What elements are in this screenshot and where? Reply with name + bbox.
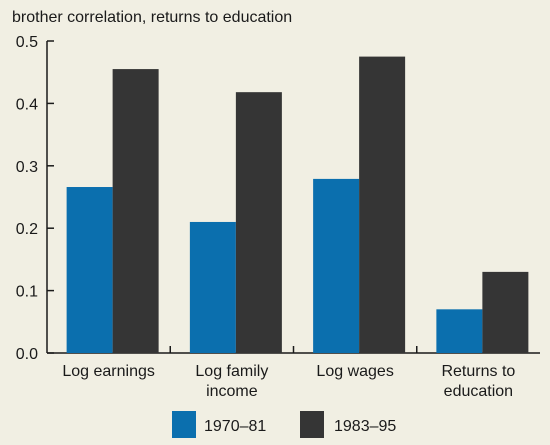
legend-swatch xyxy=(300,411,324,438)
axes: 0.0 0.1 0.2 0.3 0.4 0.5 xyxy=(16,34,540,363)
y-tick-label: 0.3 xyxy=(16,159,38,176)
y-tick-label: 0.1 xyxy=(16,284,38,301)
category-labels: Log earnings Log family income Log wages Ret… xyxy=(62,363,515,400)
bar-series-1-cat-1 xyxy=(66,187,113,353)
y-tick-label: 0.4 xyxy=(16,96,38,113)
x-category-label: Returns to xyxy=(441,363,515,380)
legend-swatch xyxy=(172,411,196,438)
x-category-label: Log earnings xyxy=(62,363,155,380)
y-tick-label: 0.2 xyxy=(16,221,38,238)
x-category-label: income xyxy=(206,383,258,400)
x-category-label: Log wages xyxy=(316,363,393,380)
legend: 1970–81 1983–95 xyxy=(172,411,396,438)
bar-series-1-cat-4 xyxy=(436,309,483,353)
bar-series-2-cat-4 xyxy=(482,271,529,353)
chart-title: brother correlation, returns to educatio… xyxy=(12,9,292,26)
x-category-label: education xyxy=(444,383,513,400)
bar-series-2-cat-3 xyxy=(359,56,406,353)
bar-series-1-cat-2 xyxy=(189,221,236,353)
bars xyxy=(66,56,529,353)
legend-label: 1970–81 xyxy=(204,418,266,435)
x-category-label: Log family xyxy=(195,363,268,380)
y-tick-label: 0.0 xyxy=(16,346,38,363)
bar-series-1-cat-3 xyxy=(313,178,360,353)
legend-label: 1983–95 xyxy=(334,418,396,435)
bar-series-2-cat-1 xyxy=(112,69,159,353)
bar-series-2-cat-2 xyxy=(235,92,282,353)
y-tick-label: 0.5 xyxy=(16,34,38,51)
